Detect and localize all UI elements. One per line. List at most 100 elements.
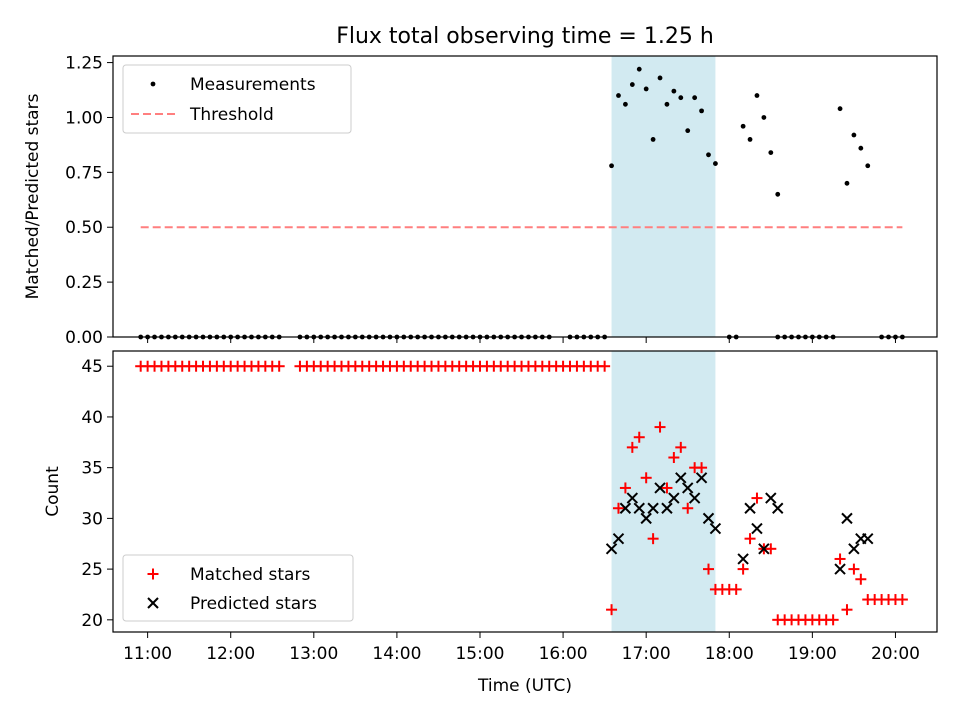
- matched-marker: [599, 360, 611, 372]
- plot-frame: [112, 55, 938, 338]
- data-point: [837, 106, 843, 112]
- x-stroke-b: [654, 482, 666, 494]
- x-stroke-b: [765, 492, 777, 504]
- y-tick-label: 45: [81, 357, 103, 377]
- x-stroke-b: [626, 492, 639, 504]
- x-stroke-b: [619, 502, 632, 514]
- highlight-span: [611, 56, 716, 337]
- y-tick-label: 25: [81, 560, 103, 580]
- x-stroke-b: [647, 502, 659, 514]
- matched-marker: [827, 614, 839, 626]
- x-stroke-b: [661, 502, 673, 514]
- legend-marker-predicted: [147, 597, 159, 609]
- matched-marker: [841, 604, 853, 616]
- predicted-marker: [709, 522, 722, 535]
- y-tick-label: 0.00: [65, 328, 103, 348]
- predicted-marker: [862, 532, 874, 545]
- x-stroke-b: [695, 472, 708, 484]
- x-stroke-b: [758, 543, 770, 555]
- data-point: [664, 101, 670, 107]
- x-stroke-b: [841, 512, 853, 525]
- x-tick-label: 16:00: [539, 644, 588, 664]
- legend-label-threshold: Threshold: [189, 105, 274, 125]
- data-point: [851, 132, 857, 138]
- x-stroke-b: [633, 502, 645, 514]
- matched-marker: [751, 492, 763, 504]
- matched-marker: [696, 462, 708, 474]
- predicted-marker: [633, 502, 645, 514]
- predicted-marker: [848, 543, 860, 555]
- matched-marker: [675, 441, 687, 453]
- matched-marker: [737, 563, 749, 575]
- y-tick-label: 1.00: [65, 108, 103, 128]
- legend-label-measurements: Measurements: [190, 75, 316, 95]
- panel-counts: 20 25 30 35 40 45 11:00 12:00 13:00 14:00 15:00 16…: [43, 350, 938, 696]
- y-tick-label: 35: [81, 459, 103, 479]
- y-tick-label: 20: [81, 611, 103, 631]
- y-axis-ticks: 20 25 30 35 40 45: [81, 357, 113, 631]
- matched-marker: [661, 482, 673, 494]
- data-point: [643, 86, 649, 92]
- matched-marker: [855, 573, 867, 585]
- x-stroke-b: [612, 532, 625, 545]
- data-point: [754, 93, 760, 98]
- matched-marker: [626, 441, 638, 453]
- panel-ratio: 0.00 0.25 0.50 0.75 1.00 1.25 Matched/Predict…: [23, 54, 938, 348]
- data-point: [657, 75, 663, 81]
- matched-marker: [896, 594, 908, 606]
- data-point: [671, 88, 677, 94]
- data-point: [865, 163, 871, 169]
- x-stroke-b: [668, 492, 680, 504]
- predicted-marker: [654, 482, 666, 494]
- x-stroke-b: [848, 543, 860, 555]
- count-markers: [135, 360, 908, 626]
- predicted-marker: [751, 522, 763, 535]
- predicted-marker: [675, 472, 687, 484]
- legend-label-matched: Matched stars: [190, 565, 310, 585]
- matched-marker: [640, 472, 652, 484]
- data-point: [692, 95, 698, 101]
- predicted-marker: [765, 492, 777, 504]
- matched-marker: [654, 421, 666, 433]
- predicted-marker: [744, 502, 756, 514]
- predicted-marker: [772, 502, 784, 514]
- data-point: [636, 66, 642, 72]
- predicted-marker: [702, 512, 715, 525]
- predicted-marker: [647, 502, 659, 514]
- x-stroke-b: [737, 553, 749, 565]
- data-point: [678, 95, 684, 101]
- x-stroke-b: [605, 543, 618, 555]
- matched-marker: [765, 543, 777, 555]
- x-stroke-b: [688, 492, 701, 504]
- x-stroke-b: [675, 472, 687, 484]
- predicted-marker: [605, 543, 618, 555]
- predicted-marker: [695, 472, 708, 484]
- data-point: [623, 101, 628, 107]
- predicted-marker: [619, 502, 632, 514]
- data-point: [685, 128, 691, 134]
- predicted-marker: [661, 502, 673, 514]
- legend-box: [122, 64, 352, 134]
- x-tick-label: 15:00: [455, 644, 504, 664]
- matched-marker: [730, 583, 742, 595]
- x-axis-label: Time (UTC): [477, 676, 572, 696]
- y-tick-label: 0.50: [65, 218, 103, 238]
- matched-marker: [647, 533, 659, 545]
- x-stroke-b: [702, 512, 715, 525]
- data-point: [768, 150, 774, 155]
- legend-label-predicted: Predicted stars: [190, 594, 317, 614]
- legend-marker-matched: [147, 568, 159, 580]
- predicted-marker: [737, 553, 749, 565]
- data-point: [650, 137, 656, 142]
- x-axis-ticks: [147, 337, 896, 343]
- matched-marker: [273, 360, 285, 372]
- predicted-marker: [841, 512, 853, 525]
- x-stroke-b: [834, 563, 846, 575]
- predicted-marker: [626, 492, 639, 504]
- plot-frame: [112, 350, 938, 633]
- x-stroke-b: [682, 482, 694, 494]
- y-tick-label: 40: [81, 408, 103, 428]
- predicted-marker: [688, 492, 701, 504]
- x-stroke-b: [772, 502, 784, 514]
- data-point: [616, 93, 621, 98]
